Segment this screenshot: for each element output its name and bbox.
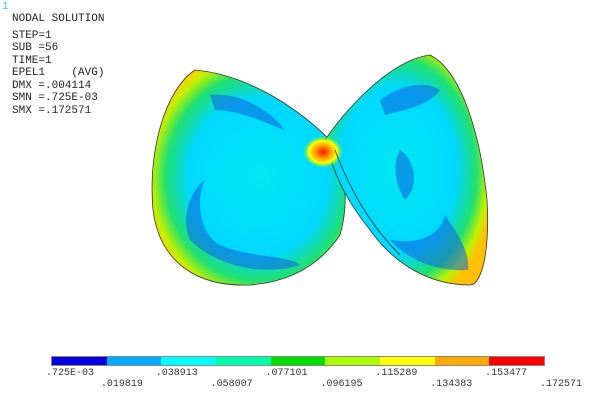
window-number: 1 bbox=[2, 1, 9, 13]
legend-label-5: .096195 bbox=[320, 379, 363, 390]
legend-color-5 bbox=[325, 357, 381, 365]
plot-title: NODAL SOLUTION bbox=[12, 13, 105, 25]
legend-label-7: .134383 bbox=[430, 379, 473, 390]
low-strain-regions bbox=[185, 84, 469, 271]
info-item: EPEL1 (AVG) bbox=[12, 67, 105, 79]
legend-label-2: .038913 bbox=[155, 368, 198, 379]
legend-label-3: .058007 bbox=[210, 379, 253, 390]
contour-legend-bar bbox=[51, 356, 545, 366]
legend-color-4 bbox=[270, 357, 326, 365]
legend-color-7 bbox=[434, 357, 490, 365]
legend-color-0 bbox=[52, 357, 107, 365]
legend-color-6 bbox=[380, 357, 435, 365]
solution-info: NODAL SOLUTION STEP=1 SUB =56 TIME=1 EPE… bbox=[12, 13, 104, 117]
legend-color-2 bbox=[161, 357, 217, 365]
info-smx: SMX =.172571 bbox=[12, 104, 92, 117]
legend-label-6: .115289 bbox=[375, 368, 418, 379]
legend-color-8 bbox=[489, 357, 545, 365]
legend-color-3 bbox=[216, 357, 271, 365]
legend-color-1 bbox=[106, 357, 162, 365]
max-strain-spot bbox=[303, 136, 343, 168]
info-sub: SUB =56 bbox=[12, 42, 59, 54]
legend-label-4: .077101 bbox=[265, 368, 308, 379]
info-step: STEP=1 bbox=[12, 29, 52, 42]
legend-label-8: .153477 bbox=[485, 368, 528, 379]
legend-label-9: .172571 bbox=[540, 379, 583, 390]
legend-label-0: .725E-03 bbox=[46, 368, 95, 379]
legend-label-1: .019819 bbox=[100, 379, 143, 390]
fold-edge bbox=[334, 149, 401, 256]
info-time: TIME=1 bbox=[12, 54, 52, 67]
info-smn: SMN =.725E-03 bbox=[12, 92, 98, 104]
info-dmx: DMX =.004114 bbox=[12, 79, 92, 92]
